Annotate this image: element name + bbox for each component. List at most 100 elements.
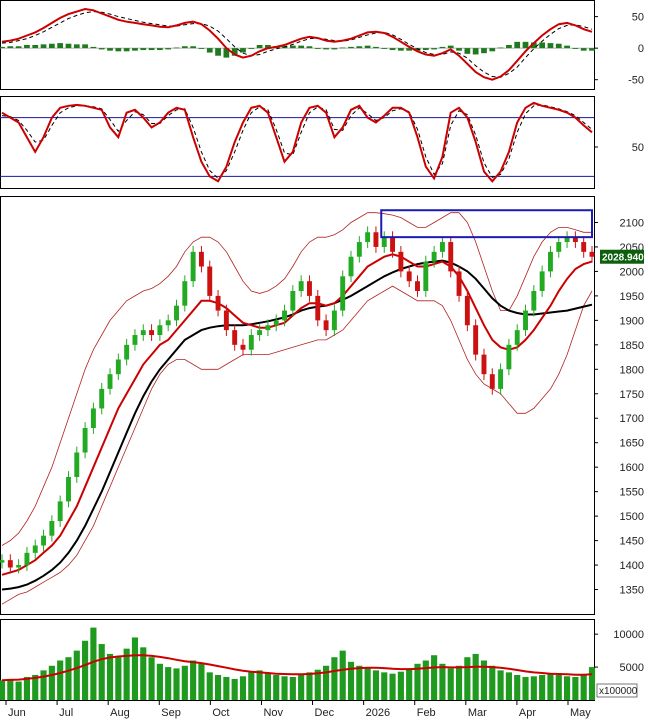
volume-bar <box>239 676 247 700</box>
macd-histogram-bar <box>530 42 537 49</box>
volume-bar <box>381 672 388 700</box>
volume-panel: 10000 5000 x100000 <box>0 619 644 701</box>
macd-histogram-bar <box>481 48 487 54</box>
last-price-tag: 2028.940 <box>600 249 644 264</box>
macd-panel-frame <box>0 0 595 90</box>
volume-bar <box>256 670 263 700</box>
volume-bar <box>65 657 72 700</box>
volume-bar <box>339 650 346 700</box>
volume-bar <box>15 681 22 700</box>
volume-bar <box>331 657 338 700</box>
candle-body <box>74 452 80 477</box>
candle-body <box>232 330 238 345</box>
candle-body <box>348 256 354 277</box>
candle-body <box>132 335 138 345</box>
stochastic-y-tick-label: 50 <box>632 142 644 154</box>
volume-bar <box>106 653 114 700</box>
volume-panel-frame <box>0 619 595 701</box>
volume-moving-average <box>1 654 593 682</box>
x-tick-label: Mar <box>468 707 487 719</box>
x-tick-label: Sep <box>161 707 181 719</box>
moving-average-short <box>1 253 593 576</box>
macd-histogram-bar <box>389 48 396 51</box>
candlesticks <box>0 226 595 574</box>
candle-body <box>365 232 371 243</box>
macd-histogram-bar <box>173 47 180 49</box>
candle-body <box>572 237 578 243</box>
candle-body <box>564 237 570 243</box>
x-tick-label: Feb <box>417 707 436 719</box>
price-y-tick-label: 1750 <box>620 389 644 401</box>
volume-bar <box>356 665 363 700</box>
volume-bar <box>572 676 579 700</box>
x-tick-label: Oct <box>212 707 229 719</box>
macd-histogram-bar <box>132 48 138 51</box>
candle-body <box>298 281 304 291</box>
candle-body <box>481 354 487 375</box>
stochastic-y-axis: 50 <box>594 142 644 154</box>
macd-line <box>1 7 593 81</box>
volume-bar <box>447 668 454 700</box>
x-tick-label: Dec <box>315 707 335 719</box>
macd-histogram-bar <box>398 48 404 51</box>
volume-bar <box>206 672 213 700</box>
candle-body <box>24 552 30 566</box>
candle-body <box>415 281 420 291</box>
volume-bar <box>372 670 380 700</box>
macd-histogram-bar <box>98 48 105 50</box>
candle-body <box>82 428 88 453</box>
candle-body <box>489 374 495 389</box>
macd-histogram-bar <box>489 48 496 52</box>
macd-histogram-bar <box>82 44 88 49</box>
macd-histogram-bar <box>506 45 512 49</box>
volume-bar <box>397 671 404 700</box>
candle-body <box>207 266 213 296</box>
candle-body <box>157 325 163 336</box>
macd-histogram-bar <box>314 48 321 49</box>
macd-histogram-bar <box>240 48 246 53</box>
macd-histogram-bar <box>555 43 562 49</box>
volume-bar <box>514 674 521 700</box>
candle-body <box>356 242 362 257</box>
macd-histogram-bar <box>306 46 313 49</box>
candle-body <box>398 251 404 272</box>
candle-body <box>589 251 595 257</box>
candle-body <box>448 242 454 272</box>
candle-body <box>257 330 263 336</box>
macd-histogram-bar <box>422 48 429 51</box>
volume-bar <box>148 657 155 700</box>
volume-bar <box>23 676 31 700</box>
candle-body <box>115 359 121 375</box>
volume-bar <box>198 663 205 700</box>
macd-histogram-bar <box>464 48 471 54</box>
macd-histogram-bar <box>231 48 238 56</box>
candle-body <box>182 281 188 306</box>
candle-body <box>506 344 512 370</box>
macd-histogram-bar <box>206 48 213 53</box>
macd-histogram-bar <box>514 41 521 49</box>
volume-bar <box>505 672 512 700</box>
candle-body <box>248 335 254 350</box>
candle-body <box>165 320 171 326</box>
macd-histogram-bar <box>140 48 147 51</box>
volume-bar <box>489 665 496 700</box>
volume-bars <box>0 627 596 700</box>
price-y-tick-label: 2000 <box>620 266 644 278</box>
candle-body <box>556 242 562 252</box>
volume-bar <box>264 673 271 700</box>
macd-histogram-bar <box>107 48 113 51</box>
price-y-tick-label: 2100 <box>620 217 644 229</box>
macd-histogram-bar <box>256 45 263 49</box>
volume-bar <box>298 674 305 700</box>
macd-y-tick-label: 0 <box>638 43 644 55</box>
macd-histogram-bar <box>439 46 446 49</box>
candle-body <box>464 295 470 326</box>
stochastic-k-line <box>1 101 593 183</box>
candle-body <box>406 271 412 282</box>
volume-bar <box>190 660 197 700</box>
candle-body <box>282 310 287 321</box>
volume-bar <box>588 667 596 700</box>
macd-histogram-bar <box>580 48 587 51</box>
macd-histogram-bar <box>364 45 371 49</box>
